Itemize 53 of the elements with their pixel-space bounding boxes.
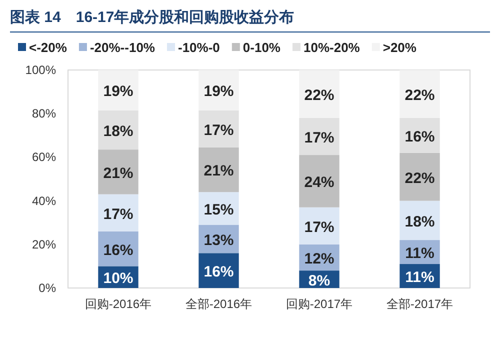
text: 21% [204, 162, 234, 180]
x-tick-label: 回购-2016年 [84, 297, 152, 311]
text: 19% [204, 83, 234, 100]
x-tick-label: 全部-2016年 [185, 297, 252, 311]
bar [299, 70, 340, 118]
legend-label: -20%--10% [90, 40, 156, 55]
text: 12% [304, 250, 334, 268]
legend-label: <-20% [29, 40, 68, 55]
y-tick-label: 40% [32, 194, 56, 208]
text: 17% [304, 129, 334, 146]
bar [299, 207, 340, 244]
text: 11% [405, 269, 434, 286]
legend-label: >20% [382, 40, 417, 55]
legend-label: -10%-0 [178, 40, 220, 55]
title: 图表 14 16-17年成分股和回购股收益分布 [10, 9, 294, 26]
text: 8% [308, 272, 330, 290]
text: 17% [304, 218, 334, 236]
y-tick-label: 0% [38, 281, 56, 295]
bar [299, 118, 340, 156]
text: 16% [204, 264, 234, 281]
bar [98, 150, 138, 194]
bar [400, 70, 440, 118]
bar [198, 110, 239, 148]
text: 24% [304, 174, 334, 192]
legend-label: 0-10% [242, 40, 281, 55]
bar [400, 152, 440, 201]
text: 22% [404, 86, 435, 104]
bar [98, 194, 138, 232]
text: 11% [405, 245, 434, 262]
text: 15% [204, 201, 234, 218]
y-tick-label: 80% [32, 106, 56, 121]
text: 22% [404, 170, 435, 187]
text: 18% [103, 122, 134, 140]
text: 21% [103, 164, 134, 182]
text: 16% [404, 128, 435, 146]
bar [98, 70, 138, 110]
x-tick-label: 全部-2017年 [386, 297, 454, 311]
bar [198, 70, 239, 110]
y-tick-label: 20% [32, 237, 56, 252]
text: 13% [204, 232, 234, 249]
text: 22% [304, 86, 334, 104]
legend-label: 10%-20% [303, 40, 360, 55]
text: 17% [204, 122, 234, 139]
bar [198, 147, 239, 192]
text: 19% [103, 83, 134, 100]
bar [299, 155, 340, 208]
text: 16% [103, 242, 134, 259]
text: 17% [103, 206, 134, 223]
y-tick-label: 60% [32, 150, 56, 164]
y-tick-label: 100% [25, 63, 56, 77]
x-tick-label: 回购-2017年 [286, 297, 353, 311]
text: 18% [404, 213, 435, 230]
text: 10% [103, 270, 134, 288]
